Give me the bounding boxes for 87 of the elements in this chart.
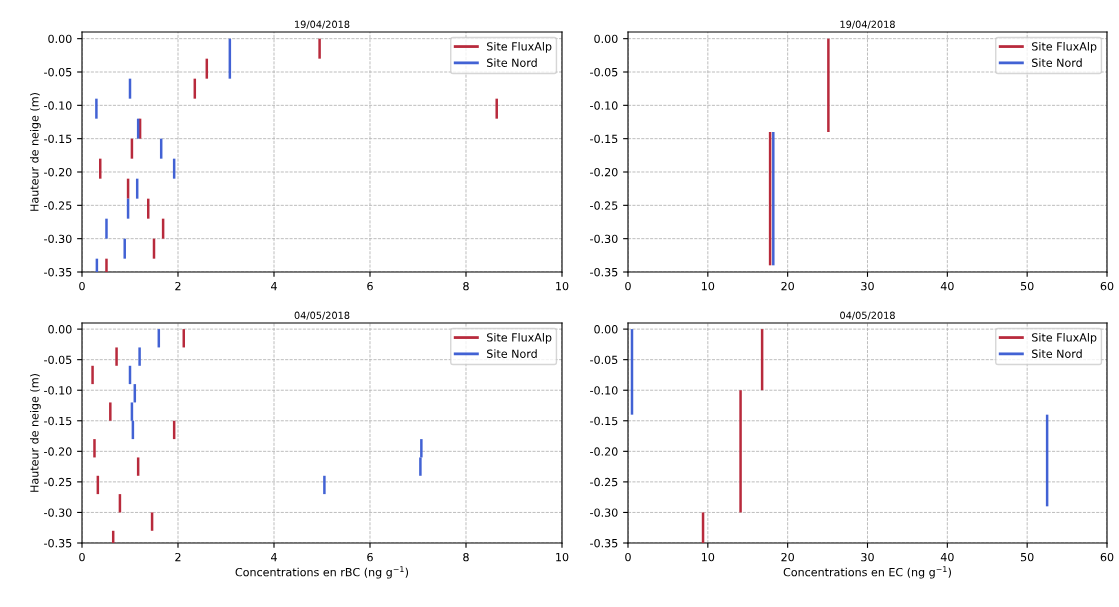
bar [323, 475, 326, 495]
bar [138, 347, 141, 366]
bar [105, 218, 108, 239]
x-tick-label: 10 [556, 552, 569, 562]
x-tick-label: 4 [271, 553, 277, 562]
bar [318, 38, 321, 59]
x-tick-label: 30 [861, 552, 874, 562]
y-tick-label: -0.25 [44, 477, 72, 487]
y-tick-label: -0.15 [44, 416, 72, 426]
legend-label: Site Nord [1032, 58, 1082, 67]
y-tick-label: -0.05 [44, 67, 72, 77]
x-tick-label: 4 [271, 282, 277, 291]
legend-label: Site FluxAlp [487, 333, 552, 344]
x-tick-label: 0 [625, 281, 631, 291]
y-tick-label: 0.00 [594, 34, 618, 44]
y-tick-label: -0.30 [590, 508, 618, 517]
x-tick-label: 50 [1020, 552, 1034, 562]
y-tick-label: -0.35 [590, 538, 618, 548]
x-axis-title: Concentrations en EC (ng g$^{−1}$) [783, 566, 951, 579]
bar [109, 402, 112, 421]
y-tick-label: -0.30 [44, 508, 72, 517]
y-tick-label: -0.15 [590, 134, 618, 144]
chart-title: 04/05/2018 [294, 311, 350, 320]
y-tick-label: -0.35 [44, 538, 72, 548]
x-tick-label: 10 [701, 281, 715, 291]
y-tick-label: 0.00 [48, 34, 72, 44]
bar [91, 365, 94, 385]
legend-label: Site Nord [1032, 349, 1082, 358]
y-tick-label: -0.10 [44, 101, 72, 110]
x-tick-label: 0 [625, 552, 631, 562]
x-tick-label: 40 [940, 552, 954, 562]
x-axis-title: Concentrations en rBC (ng g$^{−1}$) [235, 566, 409, 579]
y-tick-label: -0.20 [44, 167, 72, 177]
x-tick-label: 60 [1100, 552, 1114, 562]
legend-label: Site FluxAlp [487, 42, 552, 53]
bar [105, 258, 108, 272]
bar [495, 98, 498, 119]
legend-label: Site FluxAlp [1032, 42, 1097, 53]
y-tick-label: -0.20 [44, 447, 72, 456]
y-tick-label: 0.00 [594, 325, 618, 334]
x-tick-label: 50 [1020, 281, 1034, 291]
x-tick-label: 6 [367, 281, 373, 291]
y-tick-label: -0.25 [44, 201, 72, 210]
x-tick-label: 0 [79, 281, 85, 291]
bar [115, 347, 118, 366]
y-tick-label: 0.00 [48, 325, 72, 334]
x-tick-label: 2 [175, 281, 181, 291]
x-tick-label: 0 [79, 552, 85, 562]
bar [123, 238, 126, 259]
chart-title: 19/04/2018 [840, 20, 895, 29]
x-tick-label: 20 [781, 281, 794, 291]
x-tick-label: 10 [556, 281, 569, 291]
y-tick-label: -0.35 [590, 267, 618, 277]
x-tick-label: 20 [781, 552, 794, 562]
y-tick-label: -0.35 [44, 267, 72, 277]
y-axis-title: Hauteur de neige (m) [30, 93, 41, 211]
x-tick-label: 30 [861, 281, 874, 291]
x-tick-label: 40 [940, 281, 954, 291]
y-tick-label: -0.30 [590, 234, 618, 244]
x-tick-label: 60 [1100, 281, 1114, 291]
legend-label: Site Nord [487, 349, 537, 358]
bar [739, 390, 742, 513]
x-tick-label: 8 [463, 552, 469, 562]
y-tick-label: -0.05 [590, 67, 618, 77]
bar [95, 98, 98, 119]
legend-label: Site Nord [487, 58, 537, 67]
y-tick-label: -0.15 [590, 416, 618, 426]
y-tick-label: -0.10 [590, 101, 618, 110]
y-axis-title: Hauteur de neige (m) [30, 374, 41, 492]
y-tick-label: -0.10 [44, 386, 72, 395]
x-tick-label: 10 [701, 552, 715, 562]
y-tick-label: -0.05 [590, 355, 618, 365]
y-tick-label: -0.25 [590, 477, 618, 487]
y-tick-label: -0.10 [590, 386, 618, 395]
x-tick-label: 6 [367, 552, 373, 562]
y-tick-label: -0.20 [590, 167, 618, 177]
y-tick-label: -0.25 [590, 201, 618, 210]
chart-title: 04/05/2018 [840, 311, 895, 320]
y-tick-label: -0.30 [44, 234, 72, 244]
x-tick-label: 8 [463, 281, 469, 291]
legend-label: Site FluxAlp [1032, 333, 1097, 344]
x-tick-label: 2 [175, 552, 181, 562]
y-tick-label: -0.20 [590, 447, 618, 456]
y-tick-label: -0.05 [44, 355, 72, 365]
chart-title: 19/04/2018 [295, 20, 350, 29]
bar [93, 439, 96, 458]
y-tick-label: -0.15 [44, 134, 72, 144]
